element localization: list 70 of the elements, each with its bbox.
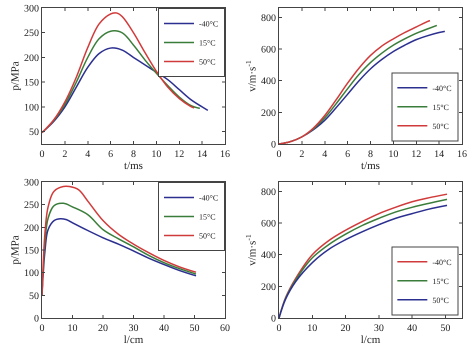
x-tick-label: 50 xyxy=(440,323,450,334)
y-axis-title: p/MPa xyxy=(10,235,22,265)
x-tick-label: 10 xyxy=(151,149,162,160)
x-tick-label: 30 xyxy=(128,323,138,334)
legend-label: -40°C xyxy=(199,194,218,203)
x-tick-label: 12 xyxy=(411,149,422,160)
x-tick-label: 20 xyxy=(98,323,108,334)
y-tick-label: 250 xyxy=(24,200,39,212)
x-axis-title: l/cm xyxy=(360,334,381,346)
x-tick-label: 16 xyxy=(220,149,230,160)
y-tick-label: 0 xyxy=(34,314,39,324)
x-tick-label: 4 xyxy=(322,149,328,160)
legend-label: 15°C xyxy=(199,212,216,222)
x-tick-label: 40 xyxy=(407,323,418,334)
y-tick-label: 150 xyxy=(24,78,39,89)
x-tick-label: 14 xyxy=(197,149,208,160)
x-tick-label: 6 xyxy=(345,149,350,160)
y-tick-label: 300 xyxy=(24,178,39,188)
y-axis-title: p/MPa xyxy=(10,61,22,91)
legend-label: 15°C xyxy=(432,102,449,112)
legend-label: -40°C xyxy=(432,84,452,93)
y-tick-label: 200 xyxy=(261,282,276,293)
legend-label: 50°C xyxy=(199,58,216,67)
y-tick-label: 800 xyxy=(261,186,276,198)
x-tick-label: 6 xyxy=(108,149,114,160)
y-tick-label: 100 xyxy=(24,102,39,114)
x-tick-label: 8 xyxy=(131,149,136,160)
x-tick-label: 20 xyxy=(340,323,351,334)
line-series xyxy=(42,186,197,296)
x-tick-label: 10 xyxy=(388,149,398,160)
x-tick-label: 2 xyxy=(299,149,304,160)
x-axis-title: t/ms xyxy=(361,160,380,172)
x-tick-label: 10 xyxy=(307,323,318,334)
y-tick-label: 50 xyxy=(29,290,39,302)
y-tick-label: 600 xyxy=(261,218,276,230)
x-axis-title: t/ms xyxy=(124,160,143,172)
legend-label: 50°C xyxy=(432,122,449,131)
line-series xyxy=(42,12,195,134)
x-tick-label: 50 xyxy=(190,323,200,334)
x-tick-label: 30 xyxy=(374,323,384,334)
y-tick-label: 200 xyxy=(261,108,276,119)
y-tick-label: 150 xyxy=(24,246,39,256)
x-tick-label: 12 xyxy=(174,149,184,160)
y-tick-label: 400 xyxy=(261,76,276,88)
y-tick-label: 100 xyxy=(24,268,39,280)
y-tick-label: 200 xyxy=(24,222,39,234)
x-tick-label: 2 xyxy=(62,149,68,160)
x-tick-label: 40 xyxy=(159,323,169,334)
y-tick-label: 250 xyxy=(24,28,39,40)
x-tick-label: 8 xyxy=(368,149,373,160)
y-tick-label: 0 xyxy=(271,140,276,150)
legend-label: 50°C xyxy=(199,232,216,241)
y-tick-label: 200 xyxy=(24,52,39,64)
y-tick-label: 0 xyxy=(271,314,276,324)
y-tick-label: 300 xyxy=(24,4,39,14)
x-tick-label: 14 xyxy=(434,149,444,160)
y-tick-label: 50 xyxy=(29,127,39,138)
x-tick-label: 10 xyxy=(68,323,78,334)
legend-label: 15°C xyxy=(432,276,449,286)
legend-label: 50°C xyxy=(432,296,449,305)
x-tick-label: 16 xyxy=(457,149,467,160)
legend-label: -40°C xyxy=(199,20,218,29)
legend-label: 15°C xyxy=(199,38,216,48)
y-tick-label: 600 xyxy=(261,44,276,56)
x-tick-label: 4 xyxy=(85,149,90,160)
y-tick-label: 800 xyxy=(261,12,276,24)
legend-label: -40°C xyxy=(432,258,452,267)
x-axis-title: l/cm xyxy=(124,334,144,346)
x-tick-label: 60 xyxy=(220,323,230,334)
y-tick-label: 400 xyxy=(261,250,276,262)
